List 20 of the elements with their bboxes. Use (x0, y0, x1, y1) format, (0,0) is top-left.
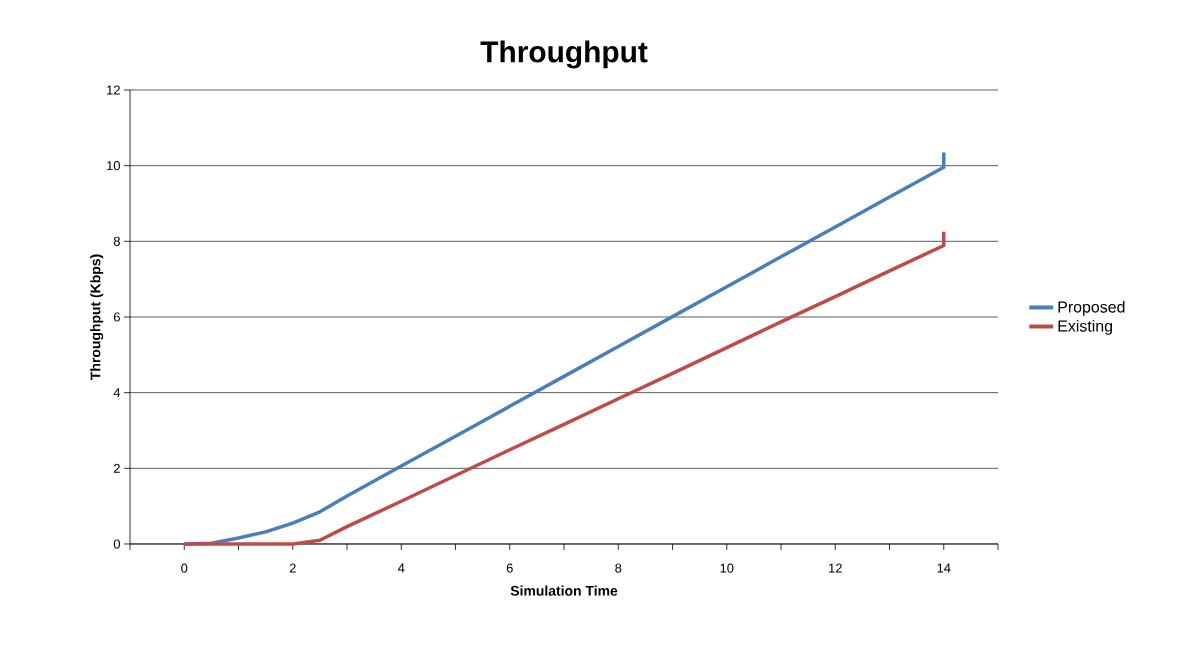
y-tick-label: 10 (107, 161, 120, 171)
y-axis-title: Throughput (Kbps) (90, 254, 104, 380)
x-tick-label: 6 (506, 563, 513, 573)
x-tick-label: 12 (829, 563, 842, 573)
x-tick-label: 10 (720, 563, 734, 573)
y-tick-label: 2 (113, 463, 120, 473)
y-tick-label: 4 (113, 388, 121, 398)
y-tick-label: 12 (107, 85, 120, 95)
y-tick-label: 8 (113, 236, 120, 246)
x-tick-label: 4 (397, 563, 405, 573)
x-tick-label: 2 (289, 563, 296, 573)
chart-title: Throughput (480, 40, 648, 69)
legend-label: Existing (1058, 319, 1113, 335)
y-tick-label: 0 (113, 539, 120, 549)
legend-label: Proposed (1058, 300, 1125, 316)
x-tick-label: 14 (937, 563, 951, 573)
y-tick-label: 6 (113, 312, 120, 322)
x-axis-title: Simulation Time (510, 585, 618, 596)
x-tick-label: 8 (615, 563, 622, 573)
x-tick-label: 0 (181, 563, 188, 573)
